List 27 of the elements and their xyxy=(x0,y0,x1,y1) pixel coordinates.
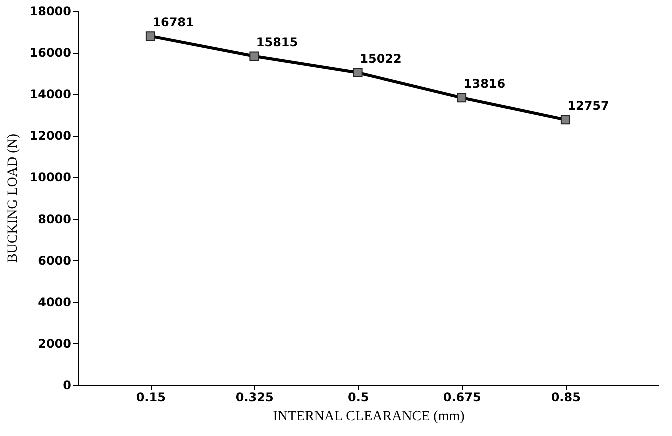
x-tick-label: 0.325 xyxy=(236,390,274,404)
point xyxy=(353,68,363,78)
x-tick-label: 0.675 xyxy=(443,390,482,404)
y-tick-label: 18000 xyxy=(30,4,72,18)
data-label: 15815 xyxy=(256,35,298,50)
x-tick-label: 0.5 xyxy=(348,390,370,404)
y-tick-label: 4000 xyxy=(38,295,72,310)
y-tick-label: 6000 xyxy=(38,254,72,268)
point xyxy=(457,93,467,103)
data-label: 13816 xyxy=(464,76,506,91)
x-tick-label: 0.15 xyxy=(136,390,166,404)
y-tick-label: 16000 xyxy=(30,46,72,60)
y-tick-label: 12000 xyxy=(30,129,72,144)
y-tick-label: 14000 xyxy=(30,88,72,102)
data-label: 16781 xyxy=(152,15,194,30)
y-tick-label: 2000 xyxy=(38,336,72,351)
y-tick-label: 8000 xyxy=(38,212,72,226)
y-tick-label: 10000 xyxy=(30,170,72,185)
y-tick-label: 0 xyxy=(63,378,72,392)
point xyxy=(250,52,260,62)
x-axis-title: INTERNAL CLEARANCE (mm) xyxy=(273,410,466,424)
x-tick-label: 0.85 xyxy=(551,390,581,404)
data-label: 12757 xyxy=(568,98,610,113)
point xyxy=(146,32,156,42)
point xyxy=(560,115,570,125)
data-label: 15022 xyxy=(360,52,402,66)
y-axis-title: BUCKING LOAD (N) xyxy=(6,134,21,264)
